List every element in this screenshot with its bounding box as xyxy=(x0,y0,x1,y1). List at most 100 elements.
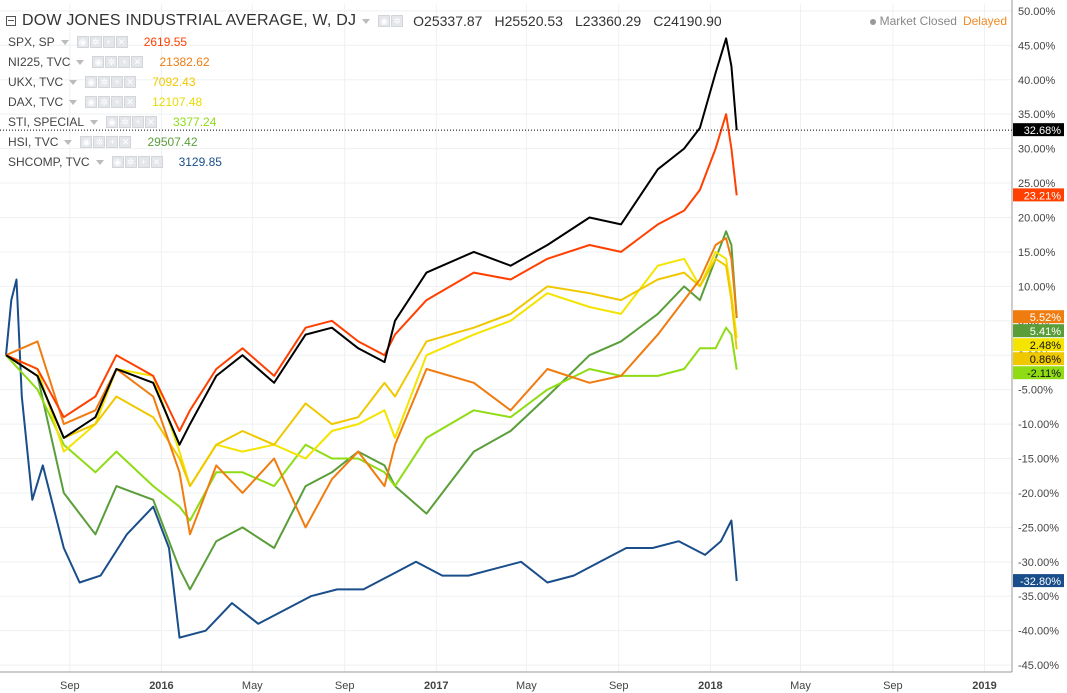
series-line-spx xyxy=(5,113,738,432)
gear-icon[interactable]: ✲ xyxy=(124,156,137,168)
legend-row-buttons: ◉ ✲ + ✕ xyxy=(111,156,163,168)
y-tick-label: 35.00% xyxy=(1018,109,1056,121)
plus-icon[interactable]: + xyxy=(111,96,124,108)
gear-icon[interactable]: ✲ xyxy=(89,36,102,48)
close-icon[interactable]: ✕ xyxy=(119,136,132,148)
symbol-title[interactable]: DOW JONES INDUSTRIAL AVERAGE, W, DJ xyxy=(22,12,357,29)
chevron-down-icon[interactable] xyxy=(69,79,78,85)
plus-icon[interactable]: + xyxy=(111,76,124,88)
eye-icon[interactable]: ◉ xyxy=(378,15,391,27)
plus-icon[interactable]: + xyxy=(118,56,131,68)
legend-value: 29507.42 xyxy=(147,135,198,149)
gear-icon[interactable]: ✲ xyxy=(119,116,132,128)
y-tick-label: 15.00% xyxy=(1018,247,1056,259)
x-tick-label: May xyxy=(242,680,263,692)
legend-symbol[interactable]: UKX, TVC xyxy=(8,75,64,89)
chevron-down-icon[interactable] xyxy=(69,99,78,105)
legend-symbol[interactable]: SHCOMP, TVC xyxy=(8,155,90,169)
legend-value: 3377.24 xyxy=(173,115,217,129)
eye-icon[interactable]: ◉ xyxy=(85,76,98,88)
legend-symbol[interactable]: SPX, SP xyxy=(8,35,55,49)
legend-row[interactable]: STI, SPECIAL ◉ ✲ + ✕ 3377.24 xyxy=(8,112,222,132)
x-tick-label: Sep xyxy=(60,680,80,692)
chevron-down-icon[interactable] xyxy=(90,119,99,125)
plus-icon[interactable]: + xyxy=(106,136,119,148)
last-value-label: 0.86% xyxy=(1030,354,1061,366)
legend-row[interactable]: NI225, TVC ◉ ✲ + ✕ 21382.62 xyxy=(8,52,222,72)
plus-icon[interactable]: + xyxy=(102,36,115,48)
eye-icon[interactable]: ◉ xyxy=(80,136,93,148)
last-value-badge xyxy=(1013,338,1064,352)
eye-icon[interactable]: ◉ xyxy=(76,36,89,48)
legend-row-buttons: ◉ ✲ + ✕ xyxy=(76,36,128,48)
last-value-badge xyxy=(1013,123,1064,137)
eye-icon[interactable]: ◉ xyxy=(92,56,105,68)
market-status-text: Market Closed xyxy=(879,14,957,28)
y-tick-label: 50.00% xyxy=(1018,6,1056,18)
legend-row[interactable]: DAX, TVC ◉ ✲ + ✕ 12107.48 xyxy=(8,92,222,112)
last-value-label: -2.11% xyxy=(1027,368,1061,380)
legend-row[interactable]: SHCOMP, TVC ◉ ✲ + ✕ 3129.85 xyxy=(8,152,222,172)
y-tick-label: 45.00% xyxy=(1018,40,1056,52)
y-tick-label: 25.00% xyxy=(1018,178,1056,190)
eye-icon[interactable]: ◉ xyxy=(85,96,98,108)
last-value-badge xyxy=(1013,310,1064,324)
legend-symbol[interactable]: DAX, TVC xyxy=(8,95,64,109)
plus-icon[interactable]: + xyxy=(132,116,145,128)
collapse-legend-button[interactable] xyxy=(6,16,16,26)
eye-icon[interactable]: ◉ xyxy=(106,116,119,128)
legend-symbol[interactable]: HSI, TVC xyxy=(8,135,59,149)
y-tick-label: -35.00% xyxy=(1018,591,1059,603)
plus-icon[interactable]: + xyxy=(137,156,150,168)
y-tick-label: -30.00% xyxy=(1018,557,1059,569)
gear-icon[interactable]: ✲ xyxy=(93,136,106,148)
last-value-badge xyxy=(1013,188,1064,202)
x-tick-label: May xyxy=(516,680,537,692)
legend-row[interactable]: UKX, TVC ◉ ✲ + ✕ 7092.43 xyxy=(8,72,222,92)
gear-icon[interactable]: ✲ xyxy=(391,15,404,27)
legend-row-buttons: ◉ ✲ + ✕ xyxy=(85,76,137,88)
legend-row[interactable]: HSI, TVC ◉ ✲ + ✕ 29507.42 xyxy=(8,132,222,152)
chevron-down-icon[interactable] xyxy=(64,139,73,145)
series-line-dji xyxy=(5,37,738,446)
legend-row[interactable]: SPX, SP ◉ ✲ + ✕ 2619.55 xyxy=(8,32,222,52)
legend-row-buttons: ◉ ✲ + ✕ xyxy=(85,96,137,108)
close-icon[interactable]: ✕ xyxy=(131,56,144,68)
main-legend: DOW JONES INDUSTRIAL AVERAGE, W, DJ ◉ ✲ … xyxy=(6,11,734,31)
x-tick-label: Sep xyxy=(335,680,355,692)
main-legend-buttons: ◉ ✲ xyxy=(378,15,404,27)
gear-icon[interactable]: ✲ xyxy=(98,96,111,108)
delayed-badge[interactable]: Delayed xyxy=(962,14,1007,28)
close-icon[interactable]: ✕ xyxy=(124,96,137,108)
chevron-down-icon[interactable] xyxy=(95,159,104,165)
series-line-hsi xyxy=(5,230,738,591)
legend-symbol[interactable]: NI225, TVC xyxy=(8,55,71,69)
series-lines xyxy=(5,37,738,639)
close-icon[interactable]: ✕ xyxy=(124,76,137,88)
series-line-shcomp xyxy=(5,278,738,639)
close-icon[interactable]: ✕ xyxy=(145,116,158,128)
close-icon[interactable]: ✕ xyxy=(115,36,128,48)
chevron-down-icon[interactable] xyxy=(362,18,371,24)
last-value-label: 5.41% xyxy=(1030,326,1061,338)
close-icon[interactable]: ✕ xyxy=(150,156,163,168)
chevron-down-icon[interactable] xyxy=(76,59,85,65)
x-tick-label: 2016 xyxy=(149,680,173,692)
y-tick-label: -20.00% xyxy=(1018,488,1059,500)
legend-value: 3129.85 xyxy=(178,155,222,169)
legend-symbol[interactable]: STI, SPECIAL xyxy=(8,115,85,129)
last-value-label: 5.52% xyxy=(1030,312,1061,324)
chevron-down-icon[interactable] xyxy=(60,39,69,45)
ohlc-low: L23360.29 xyxy=(574,13,642,29)
y-tick-label: 30.00% xyxy=(1018,144,1056,156)
y-tick-label: -10.00% xyxy=(1018,419,1059,431)
gear-icon[interactable]: ✲ xyxy=(98,76,111,88)
ohlc-open: O25337.87 xyxy=(413,13,483,29)
comparison-legend: SPX, SP ◉ ✲ + ✕ 2619.55 NI225, TVC ◉ ✲ + ✕ 21382.62… xyxy=(8,32,222,172)
series-line-sti xyxy=(5,326,738,522)
eye-icon[interactable]: ◉ xyxy=(111,156,124,168)
legend-value: 12107.48 xyxy=(152,95,203,109)
gear-icon[interactable]: ✲ xyxy=(105,56,118,68)
legend-value: 21382.62 xyxy=(159,55,210,69)
